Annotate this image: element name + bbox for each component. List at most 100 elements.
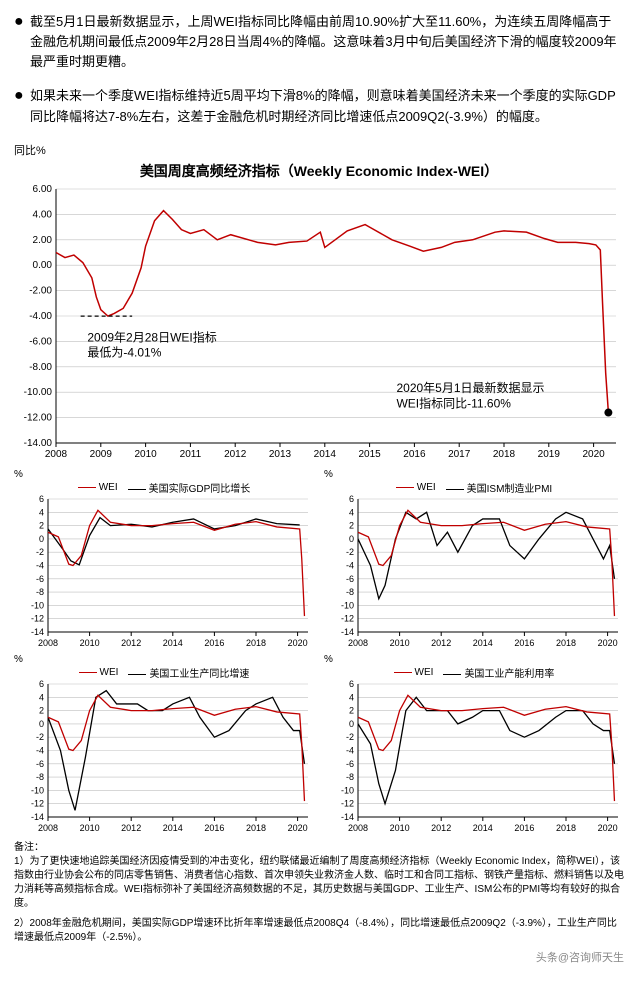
svg-text:2016: 2016 xyxy=(204,823,224,833)
main-chart-title: 美国周度高频经济指标（Weekly Economic Index-WEI） xyxy=(14,161,624,181)
svg-text:6.00: 6.00 xyxy=(33,184,53,195)
watermark: 头条@咨询师天生 xyxy=(14,949,624,965)
svg-text:-10: -10 xyxy=(341,785,354,795)
svg-text:2012: 2012 xyxy=(224,449,247,460)
svg-text:2020: 2020 xyxy=(582,449,605,460)
svg-text:6: 6 xyxy=(349,495,354,504)
svg-text:-14: -14 xyxy=(31,627,44,637)
svg-text:6: 6 xyxy=(349,680,354,689)
svg-text:-8: -8 xyxy=(346,587,354,597)
svg-text:-8: -8 xyxy=(36,772,44,782)
legend-other: 美国工业产能利用率 xyxy=(464,669,554,680)
sub-chart-4: % WEI 美国工业产能利用率 -14-12-10-8-6-4-20246200… xyxy=(324,654,624,835)
svg-text:2: 2 xyxy=(39,520,44,530)
main-chart: 同比% 美国周度高频经济指标（Weekly Economic Index-WEI… xyxy=(14,141,624,463)
bullet-dot: ● xyxy=(14,86,30,126)
svg-text:-14: -14 xyxy=(341,627,354,637)
svg-text:2020: 2020 xyxy=(598,823,618,833)
svg-text:-8: -8 xyxy=(36,587,44,597)
svg-text:WEI指标同比-11.60%: WEI指标同比-11.60% xyxy=(396,395,511,410)
svg-text:2019: 2019 xyxy=(538,449,561,460)
svg-text:-10: -10 xyxy=(341,600,354,610)
sub-chart-3: % WEI 美国工业生产同比增速 -14-12-10-8-6-4-2024620… xyxy=(14,654,314,835)
svg-text:2014: 2014 xyxy=(314,449,337,460)
svg-text:2020年5月1日最新数据显示: 2020年5月1日最新数据显示 xyxy=(396,380,544,395)
svg-text:2010: 2010 xyxy=(390,638,410,648)
svg-text:2010: 2010 xyxy=(80,638,100,648)
sub-chart-grid: % WEI 美国实际GDP同比增长 -14 -12 -10 -8 -6 -4 -2 0 2 4 6 2… xyxy=(14,469,624,839)
svg-text:-2.00: -2.00 xyxy=(29,285,52,296)
svg-text:-12: -12 xyxy=(341,613,354,623)
svg-text:2008: 2008 xyxy=(348,638,368,648)
svg-text:-6.00: -6.00 xyxy=(29,336,52,347)
svg-text:6: 6 xyxy=(39,495,44,504)
sub-chart-1-ylabel: % xyxy=(14,469,314,480)
legend-wei: WEI xyxy=(415,667,434,678)
sub-chart-3-ylabel: % xyxy=(14,654,314,665)
legend-wei: WEI xyxy=(417,482,436,493)
svg-text:2018: 2018 xyxy=(556,823,576,833)
svg-text:0: 0 xyxy=(39,534,44,544)
svg-text:-6: -6 xyxy=(36,574,44,584)
svg-text:2020: 2020 xyxy=(288,823,308,833)
bullet-item: ● 截至5月1日最新数据显示，上周WEI指标同比降幅由前周10.90%扩大至11… xyxy=(14,12,624,72)
sub-chart-3-svg: -14-12-10-8-6-4-202462008201020122014201… xyxy=(14,680,314,835)
footnote-1: 1）为了更快速地追踪美国经济因疫情受到的冲击变化，纽约联储最近编制了周度高频经济… xyxy=(14,855,624,911)
sub-chart-4-svg: -14-12-10-8-6-4-202462008201020122014201… xyxy=(324,680,624,835)
main-chart-ylabel: 同比% xyxy=(14,145,46,157)
svg-text:-12: -12 xyxy=(31,798,44,808)
svg-text:2012: 2012 xyxy=(431,823,451,833)
svg-text:0: 0 xyxy=(39,719,44,729)
sub-chart-4-ylabel: % xyxy=(324,654,624,665)
sub-chart-2-svg: -14-12-10-8-6-4-202462008201020122014201… xyxy=(324,495,624,650)
svg-text:2008: 2008 xyxy=(38,823,58,833)
svg-text:2013: 2013 xyxy=(269,449,292,460)
legend-wei: WEI xyxy=(100,667,119,678)
svg-text:-4: -4 xyxy=(346,560,354,570)
svg-text:4.00: 4.00 xyxy=(33,209,53,220)
svg-text:2014: 2014 xyxy=(473,638,493,648)
svg-text:2018: 2018 xyxy=(246,638,266,648)
sub-chart-2-ylabel: % xyxy=(324,469,624,480)
svg-text:2015: 2015 xyxy=(358,449,381,460)
svg-text:2012: 2012 xyxy=(431,638,451,648)
svg-text:2: 2 xyxy=(39,705,44,715)
svg-text:2020: 2020 xyxy=(598,638,618,648)
svg-text:-4: -4 xyxy=(346,745,354,755)
legend-wei: WEI xyxy=(99,482,118,493)
sub-chart-1-legend: WEI 美国实际GDP同比增长 xyxy=(14,480,314,495)
svg-text:2012: 2012 xyxy=(121,638,141,648)
bullet-list: ● 截至5月1日最新数据显示，上周WEI指标同比降幅由前周10.90%扩大至11… xyxy=(14,12,624,127)
svg-text:2009: 2009 xyxy=(90,449,113,460)
footnotes: 备注： 1）为了更快速地追踪美国经济因疫情受到的冲击变化，纽约联储最近编制了周度… xyxy=(14,841,624,945)
svg-text:2010: 2010 xyxy=(134,449,157,460)
legend-other: 美国ISM制造业PMI xyxy=(467,484,553,495)
svg-text:-4: -4 xyxy=(36,745,44,755)
svg-text:2010: 2010 xyxy=(80,823,100,833)
bullet-dot: ● xyxy=(14,12,30,72)
svg-text:最低为-4.01%: 最低为-4.01% xyxy=(87,345,161,359)
svg-text:-4: -4 xyxy=(36,560,44,570)
svg-text:-14: -14 xyxy=(341,812,354,822)
svg-text:2008: 2008 xyxy=(348,823,368,833)
svg-text:4: 4 xyxy=(349,692,354,702)
svg-text:2010: 2010 xyxy=(390,823,410,833)
svg-text:-6: -6 xyxy=(346,759,354,769)
sub-chart-4-legend: WEI 美国工业产能利用率 xyxy=(324,665,624,680)
svg-text:2016: 2016 xyxy=(514,638,534,648)
svg-text:2: 2 xyxy=(349,520,354,530)
svg-text:-14.00: -14.00 xyxy=(24,438,53,449)
svg-text:2016: 2016 xyxy=(204,638,224,648)
svg-text:2016: 2016 xyxy=(403,449,426,460)
svg-text:2008: 2008 xyxy=(45,449,68,460)
svg-text:-2: -2 xyxy=(346,547,354,557)
svg-text:-14: -14 xyxy=(31,812,44,822)
bullet-item: ● 如果未来一个季度WEI指标维持近5周平均下滑8%的降幅，则意味着美国经济未来… xyxy=(14,86,624,126)
svg-text:-6: -6 xyxy=(36,759,44,769)
svg-text:4: 4 xyxy=(39,692,44,702)
svg-text:2018: 2018 xyxy=(493,449,516,460)
svg-text:2008: 2008 xyxy=(38,638,58,648)
svg-text:2018: 2018 xyxy=(556,638,576,648)
svg-text:2009年2月28日WEI指标: 2009年2月28日WEI指标 xyxy=(87,329,216,344)
svg-text:2017: 2017 xyxy=(448,449,471,460)
